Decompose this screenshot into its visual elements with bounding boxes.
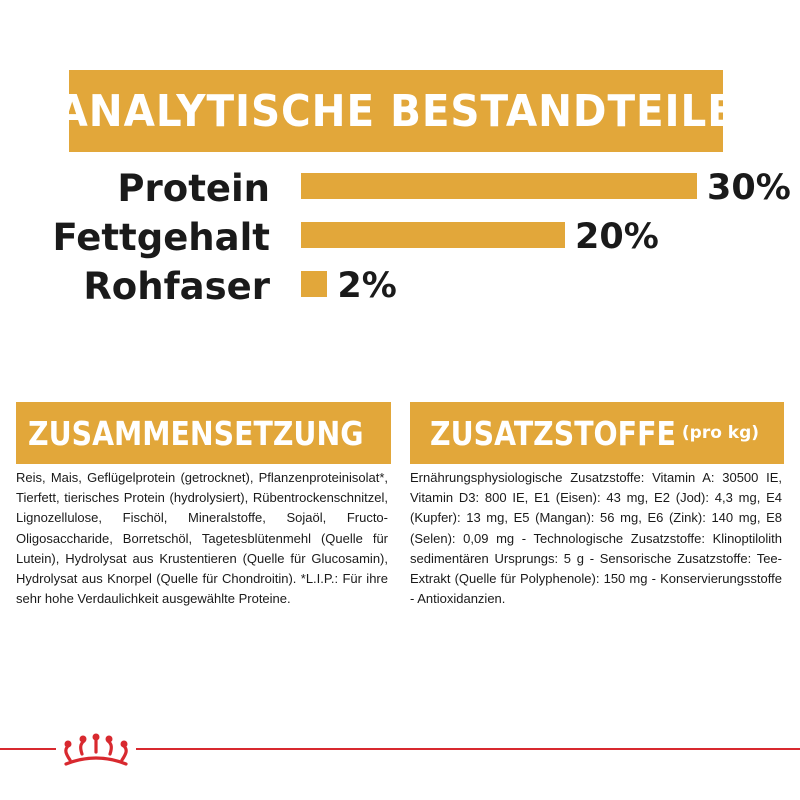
bar-value-fettgehalt: 20%: [575, 217, 659, 257]
bar-label-rohfaser: Rohfaser: [83, 265, 270, 308]
composition-title: ZUSAMMENSETZUNG: [28, 413, 364, 453]
footer-line: [0, 748, 800, 750]
additives-text: Ernährungsphysiologische Zusatzstoffe: V…: [410, 470, 782, 607]
main-header-title: ANALYTISCHE BESTANDTEILE: [56, 85, 736, 137]
composition-header: ZUSAMMENSETZUNG: [16, 402, 391, 464]
bar-protein: [301, 173, 697, 199]
bar-label-protein: Protein: [117, 167, 270, 210]
additives-header: ZUSATZSTOFFE (pro kg): [410, 402, 784, 464]
composition-text: Reis, Mais, Geflügelprotein (getrocknet)…: [16, 470, 388, 607]
additives-title: ZUSATZSTOFFE: [430, 413, 676, 453]
bar-rohfaser: [301, 271, 328, 297]
bar-value-protein: 30%: [707, 168, 791, 208]
main-header: ANALYTISCHE BESTANDTEILE: [56, 70, 735, 152]
crown-icon: [56, 730, 136, 774]
bar-fettgehalt: [301, 222, 565, 248]
additives-subtitle: (pro kg): [681, 423, 760, 443]
bar-value-rohfaser: 2%: [337, 266, 397, 306]
bar-label-fettgehalt: Fettgehalt: [52, 216, 270, 259]
